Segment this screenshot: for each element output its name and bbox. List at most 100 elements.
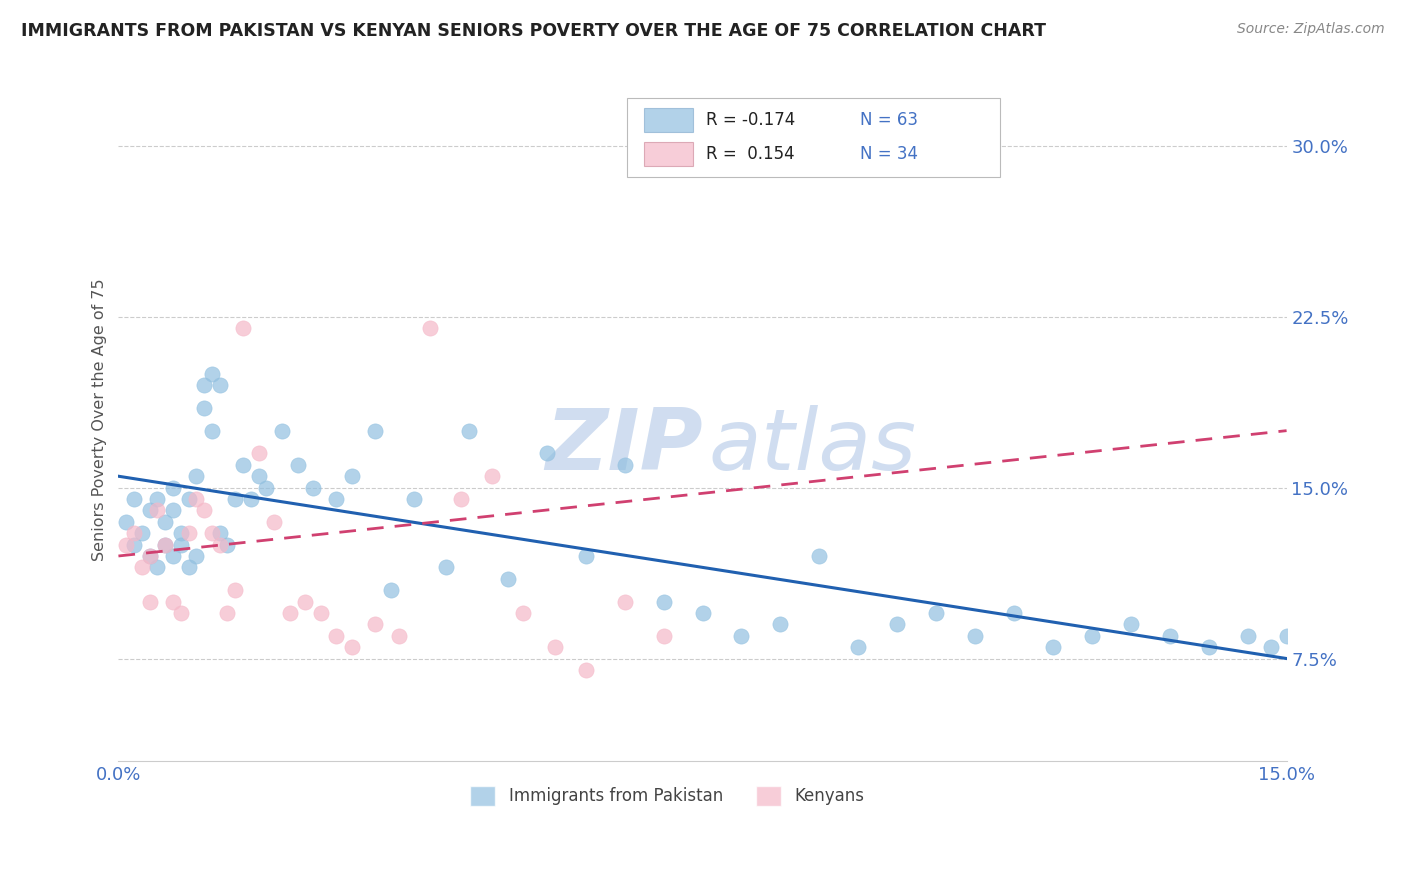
Point — [652, 629, 675, 643]
Point — [247, 446, 270, 460]
Point — [613, 458, 636, 472]
Point — [481, 469, 503, 483]
Point — [457, 424, 479, 438]
Point — [193, 378, 215, 392]
Point — [115, 538, 138, 552]
FancyBboxPatch shape — [644, 108, 693, 132]
Point — [543, 640, 565, 654]
Y-axis label: Seniors Poverty Over the Age of 75: Seniors Poverty Over the Age of 75 — [93, 278, 107, 560]
Point — [575, 549, 598, 563]
Point — [162, 549, 184, 563]
Point — [146, 503, 169, 517]
Point — [153, 538, 176, 552]
Text: IMMIGRANTS FROM PAKISTAN VS KENYAN SENIORS POVERTY OVER THE AGE OF 75 CORRELATIO: IMMIGRANTS FROM PAKISTAN VS KENYAN SENIO… — [21, 22, 1046, 40]
Text: N = 34: N = 34 — [860, 145, 918, 163]
Point — [201, 526, 224, 541]
Point — [138, 594, 160, 608]
Point — [769, 617, 792, 632]
Point — [224, 491, 246, 506]
Point — [652, 594, 675, 608]
Point — [193, 401, 215, 415]
FancyBboxPatch shape — [644, 143, 693, 166]
Point — [287, 458, 309, 472]
Point — [340, 640, 363, 654]
Point — [162, 481, 184, 495]
Text: ZIP: ZIP — [546, 405, 703, 488]
Text: N = 63: N = 63 — [860, 111, 918, 128]
Point — [1198, 640, 1220, 654]
Point — [162, 594, 184, 608]
Point — [294, 594, 316, 608]
Point — [224, 583, 246, 598]
Point — [239, 491, 262, 506]
Point — [177, 526, 200, 541]
Point — [232, 321, 254, 335]
Point — [1159, 629, 1181, 643]
Point — [138, 549, 160, 563]
Point — [232, 458, 254, 472]
Legend: Immigrants from Pakistan, Kenyans: Immigrants from Pakistan, Kenyans — [463, 777, 873, 814]
Point — [419, 321, 441, 335]
Text: atlas: atlas — [709, 405, 917, 488]
Point — [886, 617, 908, 632]
Point — [325, 491, 347, 506]
Point — [388, 629, 411, 643]
Point — [496, 572, 519, 586]
Point — [925, 606, 948, 620]
Point — [434, 560, 457, 574]
Point — [138, 549, 160, 563]
Point — [1042, 640, 1064, 654]
Point — [122, 526, 145, 541]
Point — [247, 469, 270, 483]
Point — [170, 538, 193, 552]
Point — [138, 503, 160, 517]
Point — [340, 469, 363, 483]
Point — [146, 491, 169, 506]
Point — [254, 481, 277, 495]
Point — [201, 424, 224, 438]
Point — [177, 560, 200, 574]
Point — [170, 606, 193, 620]
Point — [404, 491, 426, 506]
Point — [730, 629, 752, 643]
Point — [575, 663, 598, 677]
Point — [278, 606, 301, 620]
Point — [1081, 629, 1104, 643]
Point — [186, 491, 208, 506]
Text: R =  0.154: R = 0.154 — [706, 145, 794, 163]
Point — [153, 515, 176, 529]
Point — [1275, 629, 1298, 643]
Point — [208, 526, 231, 541]
Point — [1119, 617, 1142, 632]
Point — [131, 560, 153, 574]
Point — [263, 515, 285, 529]
Point — [1002, 606, 1025, 620]
Point — [131, 526, 153, 541]
Point — [186, 469, 208, 483]
Point — [208, 538, 231, 552]
Point — [217, 538, 239, 552]
Point — [115, 515, 138, 529]
Point — [186, 549, 208, 563]
Point — [808, 549, 831, 563]
Point — [193, 503, 215, 517]
Point — [170, 526, 193, 541]
Point — [302, 481, 325, 495]
Point — [450, 491, 472, 506]
Point — [201, 367, 224, 381]
Point — [271, 424, 294, 438]
Point — [153, 538, 176, 552]
FancyBboxPatch shape — [627, 98, 1001, 177]
Point — [162, 503, 184, 517]
Point — [846, 640, 869, 654]
Point — [380, 583, 402, 598]
Text: R = -0.174: R = -0.174 — [706, 111, 796, 128]
Point — [217, 606, 239, 620]
Point — [364, 424, 387, 438]
Point — [512, 606, 534, 620]
Point — [1236, 629, 1258, 643]
Point — [364, 617, 387, 632]
Point — [122, 491, 145, 506]
Point — [208, 378, 231, 392]
Text: Source: ZipAtlas.com: Source: ZipAtlas.com — [1237, 22, 1385, 37]
